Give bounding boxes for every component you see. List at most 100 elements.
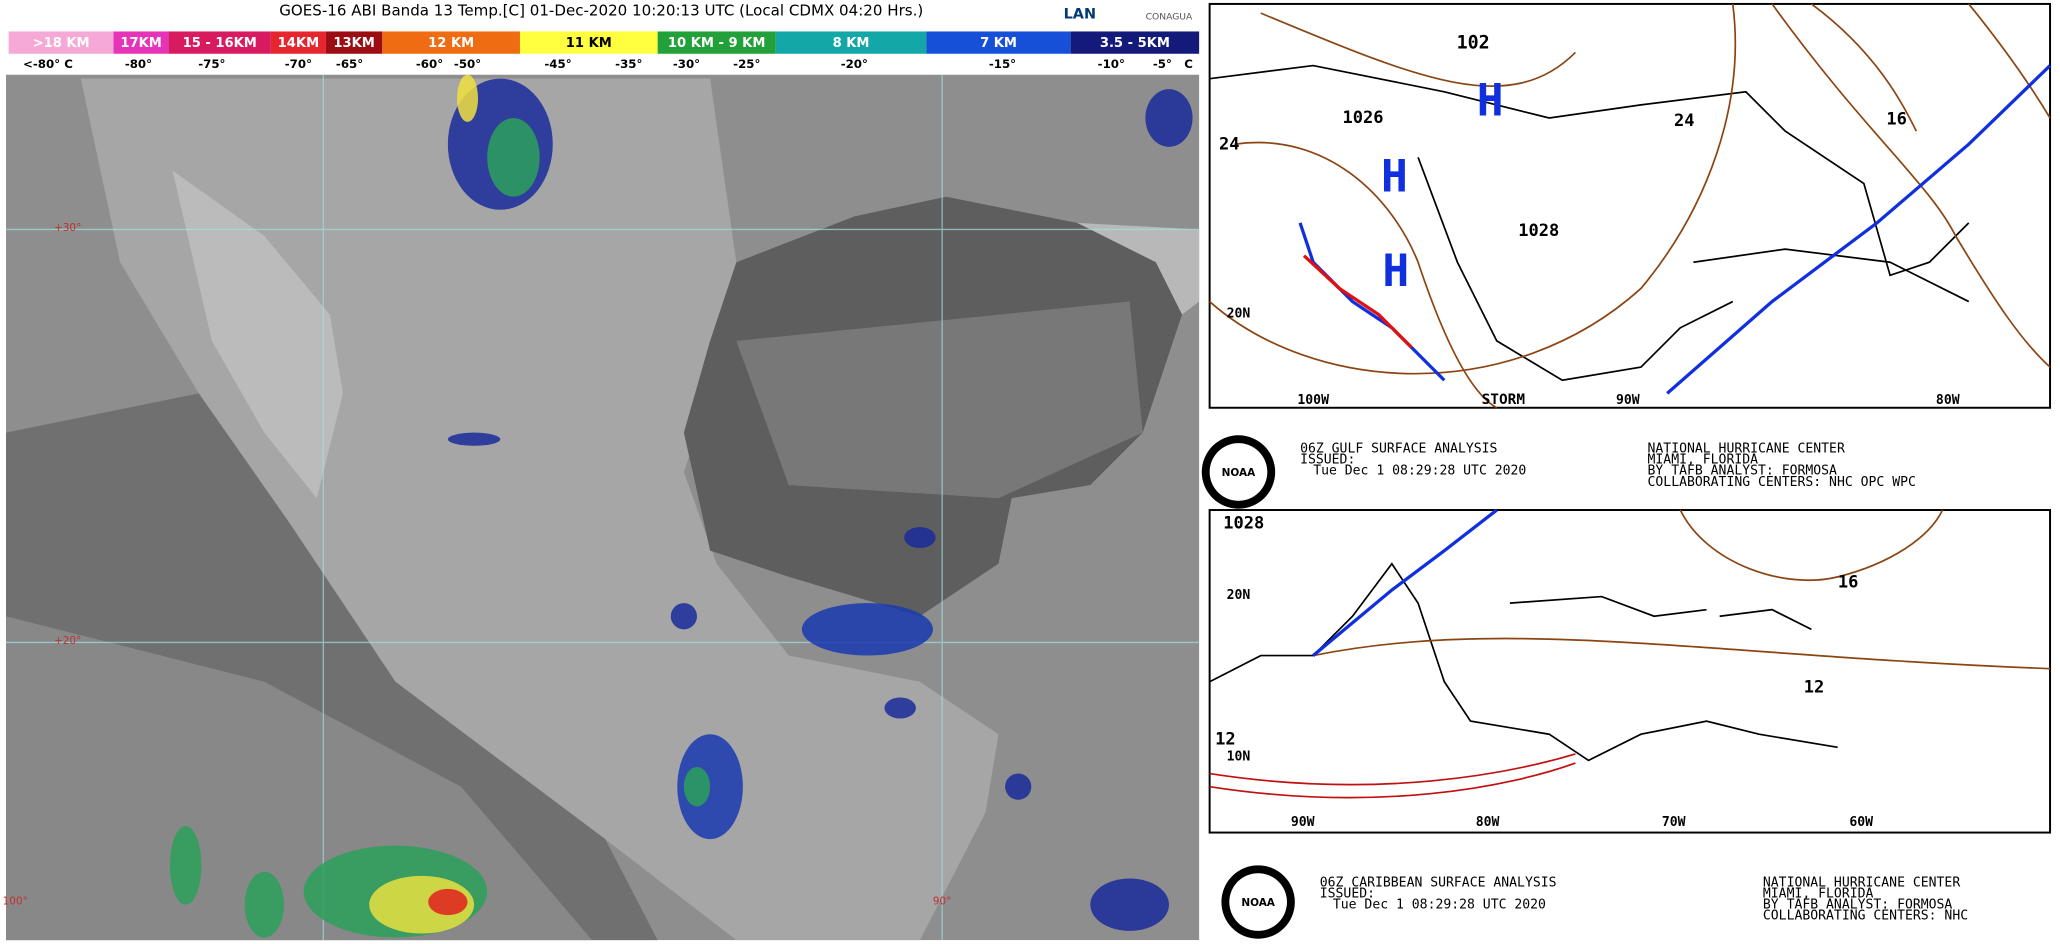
map-label: H <box>1477 74 1504 126</box>
map-label: 24 <box>1674 111 1695 131</box>
map-shape <box>1771 3 2051 368</box>
cloud-cluster <box>884 697 916 719</box>
height-band-label: 11 KM <box>566 36 612 51</box>
caption-line: ISSUED: <box>1320 886 1375 901</box>
map-shape <box>1302 254 1413 349</box>
height-band <box>775 31 927 54</box>
map-shape <box>1209 762 1576 799</box>
map-label: 20N <box>1227 306 1251 321</box>
map-label: 24 <box>1219 134 1240 154</box>
map-shape <box>1209 443 1268 501</box>
map-shape <box>1666 64 2052 395</box>
height-band <box>270 31 326 54</box>
map-label: 1026 <box>1343 108 1384 128</box>
temperature-label: -35° <box>615 57 642 71</box>
map-shape <box>1209 64 1970 277</box>
map-label: H <box>1382 245 1409 297</box>
map-shape <box>1968 3 2051 119</box>
cloud-cluster <box>428 888 468 916</box>
caption-line: 06Z CARIBBEAN SURFACE ANALYSIS <box>1320 875 1557 890</box>
map-shape <box>1229 873 1287 931</box>
map-shape: NOAA <box>1241 897 1275 909</box>
cloud-cluster <box>457 74 479 122</box>
height-band <box>113 31 169 54</box>
cloud-cluster <box>670 603 697 630</box>
caption-center: COLLABORATING CENTERS: NHC OPC WPC <box>1648 475 1916 490</box>
map-shape <box>1234 141 1498 409</box>
temperature-label: -15° <box>989 57 1016 71</box>
caption-center: NATIONAL HURRICANE CENTER <box>1648 441 1845 456</box>
group <box>6 74 1200 941</box>
map-label: 10N <box>1227 749 1251 764</box>
map-shape <box>1260 12 1577 87</box>
map-shape <box>172 170 343 499</box>
temperature-label: -80° <box>125 57 152 71</box>
map-label: 80W <box>1936 393 1960 408</box>
map-label: 12 <box>1215 730 1236 750</box>
temperature-label: -20° <box>841 57 868 71</box>
map-shape: LAN <box>1064 6 1096 22</box>
cloud-cluster <box>683 767 711 807</box>
group: >18 KM 17KM 15 - 16KM 14KM 13KM 12 KM 11 KM 10 … <box>8 31 1200 54</box>
map-label: 60W <box>1849 815 1873 830</box>
map-shape <box>1209 3 1737 375</box>
map-shape <box>1208 2 2052 409</box>
temperature-label: -50° <box>454 57 481 71</box>
map-shape <box>1417 157 1734 382</box>
temperature-label: -25° <box>733 57 760 71</box>
caption-line: Tue Dec 1 08:29:28 UTC 2020 <box>1313 464 1526 479</box>
height-band <box>168 31 271 54</box>
grid-label: +20° <box>54 635 81 647</box>
map-label: 102 <box>1457 33 1490 54</box>
caption-center: BY TAFB ANALYST: FORMOSA <box>1648 464 1838 479</box>
height-band-label: 8 KM <box>833 36 870 51</box>
height-band <box>325 31 383 54</box>
grid-label: +30° <box>54 222 81 234</box>
temperature-label: -70° <box>285 57 312 71</box>
map-shape: CONAGUA <box>1146 12 1193 23</box>
grid-label: 100° <box>3 896 28 908</box>
map-shape <box>1313 637 2051 670</box>
map-shape <box>1209 753 1576 786</box>
height-band-label: 15 - 16KM <box>183 36 257 51</box>
caption-center: COLLABORATING CENTERS: NHC <box>1763 909 1968 924</box>
height-band-label: 13KM <box>333 36 374 51</box>
map-shape <box>1693 248 1970 303</box>
temperature-label: -65° <box>336 57 363 71</box>
caption-center: MIAMI, FLORIDA <box>1648 452 1759 467</box>
temperature-label: -10° <box>1098 57 1125 71</box>
caption-center: BY TAFB ANALYST: FORMOSA <box>1763 898 1953 913</box>
map-label: STORM <box>1482 392 1526 408</box>
caption-center: NATIONAL HURRICANE CENTER <box>1763 875 1960 890</box>
height-band-label: 10 KM - 9 KM <box>668 36 765 51</box>
temperature-label: <-80° C <box>23 57 73 71</box>
cloud-cluster <box>487 118 540 197</box>
cloud-cluster <box>169 826 202 905</box>
cloud-cluster <box>801 603 933 656</box>
map-shape <box>1509 595 1707 618</box>
cloud-cluster <box>904 527 936 549</box>
temperature-label: C <box>1184 57 1193 71</box>
map-shape <box>1312 508 1498 657</box>
height-band-label: 17KM <box>120 36 161 51</box>
group <box>169 74 1193 938</box>
map-label: 70W <box>1662 815 1686 830</box>
map-shape <box>1719 608 1812 631</box>
map-label: 12 <box>1804 677 1825 697</box>
map-label: 90W <box>1291 815 1315 830</box>
group <box>6 74 1200 941</box>
group: 06Z CARIBBEAN SURFACE ANALYSISISSUED:Tue… <box>1320 875 1968 923</box>
temperature-label: -60° <box>416 57 443 71</box>
height-band-label: 12 KM <box>428 36 474 51</box>
map-shape <box>1208 509 2052 834</box>
cloud-cluster <box>1005 773 1032 800</box>
map-label: 1028 <box>1223 513 1264 533</box>
map-label: 90W <box>1616 393 1640 408</box>
height-band <box>519 31 658 54</box>
map-label: 16 <box>1838 572 1859 592</box>
height-band-label: 14KM <box>278 36 319 51</box>
height-band-label: 7 KM <box>980 36 1017 51</box>
